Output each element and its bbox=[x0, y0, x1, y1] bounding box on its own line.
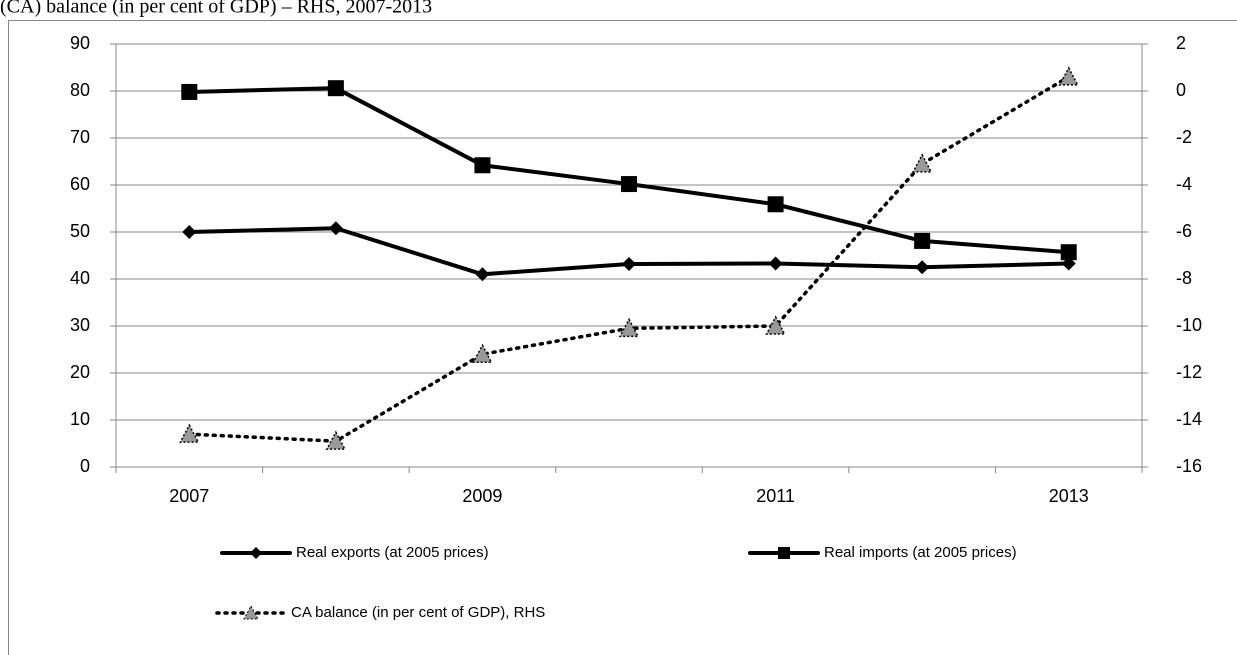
x-tick-label: 2007 bbox=[169, 486, 209, 506]
point bbox=[768, 256, 783, 271]
point bbox=[325, 430, 347, 450]
y2-tick-label: -4 bbox=[1176, 174, 1192, 194]
point bbox=[915, 260, 930, 275]
legend-marker bbox=[243, 604, 259, 620]
y2-tick-label: -10 bbox=[1176, 315, 1202, 335]
y-tick-label: 90 bbox=[70, 33, 90, 53]
point bbox=[618, 317, 640, 338]
y2-tick-label: -8 bbox=[1176, 268, 1192, 288]
y-tick-label: 10 bbox=[70, 409, 90, 429]
point bbox=[182, 225, 197, 239]
y2-tick-label: -6 bbox=[1176, 221, 1192, 241]
y-tick-label: 80 bbox=[70, 80, 90, 100]
point bbox=[474, 157, 491, 174]
y-tick-label: 20 bbox=[70, 362, 90, 382]
y2-tick-label: -2 bbox=[1176, 127, 1192, 147]
point bbox=[327, 80, 344, 97]
y-tick-label: 70 bbox=[70, 127, 90, 147]
point bbox=[914, 232, 931, 249]
legend-marker bbox=[778, 547, 790, 559]
y2-tick-label: 2 bbox=[1176, 33, 1186, 53]
y2-tick-label: 0 bbox=[1176, 80, 1186, 100]
legend-label: CA balance (in per cent of GDP), RHS bbox=[291, 604, 545, 621]
point bbox=[622, 256, 636, 271]
point bbox=[328, 221, 343, 236]
legend-marker bbox=[250, 547, 262, 559]
point bbox=[911, 153, 933, 173]
y-tick-label: 30 bbox=[70, 315, 90, 335]
point bbox=[621, 176, 637, 193]
x-tick-label: 2013 bbox=[1049, 486, 1089, 506]
point bbox=[475, 267, 490, 282]
y2-tick-label: -12 bbox=[1176, 362, 1202, 382]
point bbox=[765, 315, 786, 335]
x-tick-label: 2009 bbox=[462, 486, 502, 506]
y-tick-label: 0 bbox=[80, 456, 90, 476]
point bbox=[1058, 66, 1079, 86]
y-tick-label: 50 bbox=[70, 221, 90, 241]
point bbox=[767, 196, 784, 213]
y-tick-label: 40 bbox=[70, 268, 90, 288]
legend-label: Real exports (at 2005 prices) bbox=[296, 544, 489, 561]
point bbox=[179, 423, 200, 443]
point bbox=[181, 83, 198, 100]
legend-label: Real imports (at 2005 prices) bbox=[824, 544, 1017, 561]
y-tick-label: 60 bbox=[70, 174, 90, 194]
y2-tick-label: -14 bbox=[1176, 409, 1202, 429]
point bbox=[1060, 244, 1077, 261]
chart-title: (CA) balance (in per cent of GDP) – RHS,… bbox=[0, 0, 432, 18]
y2-tick-label: -16 bbox=[1176, 456, 1202, 476]
point bbox=[472, 343, 493, 363]
x-tick-label: 2011 bbox=[756, 486, 795, 506]
